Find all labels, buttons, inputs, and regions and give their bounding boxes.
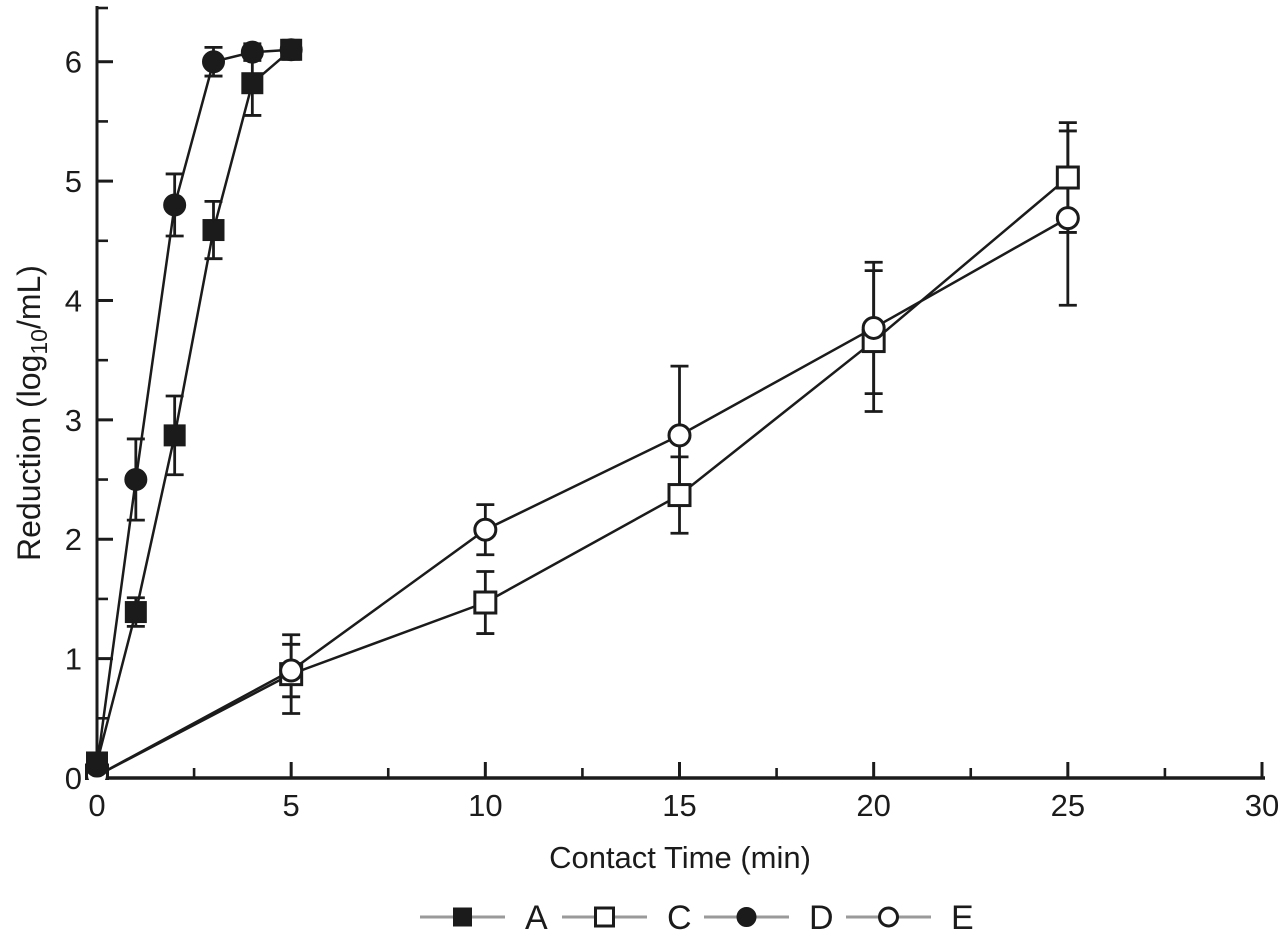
legend-item-E: E <box>846 899 974 937</box>
x-axis-title: Contact Time (min) <box>549 840 811 875</box>
x-tick-label: 20 <box>856 788 890 823</box>
series-line-layer <box>95 48 1069 777</box>
errorbar-layer <box>126 38 1077 715</box>
axes-layer: 0 5 10 15 20 25 30 0 1 2 3 4 5 6 <box>65 6 1279 823</box>
legend-label-D: D <box>809 899 834 937</box>
marker-C <box>1055 165 1080 190</box>
marker-layer <box>85 38 1080 780</box>
axis-title-layer: Contact Time (min) Reduction (log10/mL) <box>11 265 811 875</box>
legend-label-E: E <box>951 899 974 937</box>
y-tick-label: 3 <box>65 403 82 438</box>
series-line-D <box>95 48 292 767</box>
marker-A <box>163 424 186 447</box>
legend-item-A: A <box>420 899 548 937</box>
marker-E <box>667 423 692 448</box>
marker-A <box>280 38 303 61</box>
y-tick-label: 1 <box>65 642 82 677</box>
marker-legend-D <box>736 907 757 927</box>
y-tick-label: 5 <box>65 164 82 199</box>
marker-E <box>473 517 498 542</box>
x-tick-label: 30 <box>1245 788 1279 823</box>
marker-D <box>124 468 148 492</box>
y-tick-label: 2 <box>65 522 82 557</box>
marker-C <box>473 590 498 615</box>
marker-D <box>163 193 187 217</box>
marker-E <box>1055 206 1080 231</box>
marker-D <box>202 50 225 74</box>
y-tick-label: 0 <box>65 761 82 796</box>
x-tick-label: 10 <box>468 788 502 823</box>
y-tick-label: 6 <box>65 45 82 80</box>
marker-A <box>202 219 225 242</box>
marker-A <box>124 601 147 624</box>
marker-C <box>667 483 692 508</box>
marker-A <box>86 751 108 774</box>
marker-E <box>279 658 304 683</box>
x-tick-label: 0 <box>88 788 105 823</box>
legend-label-C: C <box>667 899 692 937</box>
y-tick-label: 4 <box>65 283 82 318</box>
marker-legend-C <box>594 906 615 928</box>
x-tick-label: 15 <box>662 788 696 823</box>
marker-legend-A <box>453 907 472 927</box>
marker-E <box>861 315 886 340</box>
series-line-C <box>96 176 1069 777</box>
legend-label-A: A <box>525 899 548 937</box>
marker-D <box>240 40 264 64</box>
x-tick-label: 25 <box>1051 788 1085 823</box>
legend-item-C: C <box>562 899 692 937</box>
marker-A <box>241 72 264 95</box>
series-line-A <box>95 48 292 763</box>
marker-legend-E <box>878 906 899 928</box>
legend-item-D: D <box>704 899 834 937</box>
y-axis-title: Reduction (log10/mL) <box>11 265 52 561</box>
series-line-E <box>96 217 1069 777</box>
x-tick-label: 5 <box>283 788 300 823</box>
